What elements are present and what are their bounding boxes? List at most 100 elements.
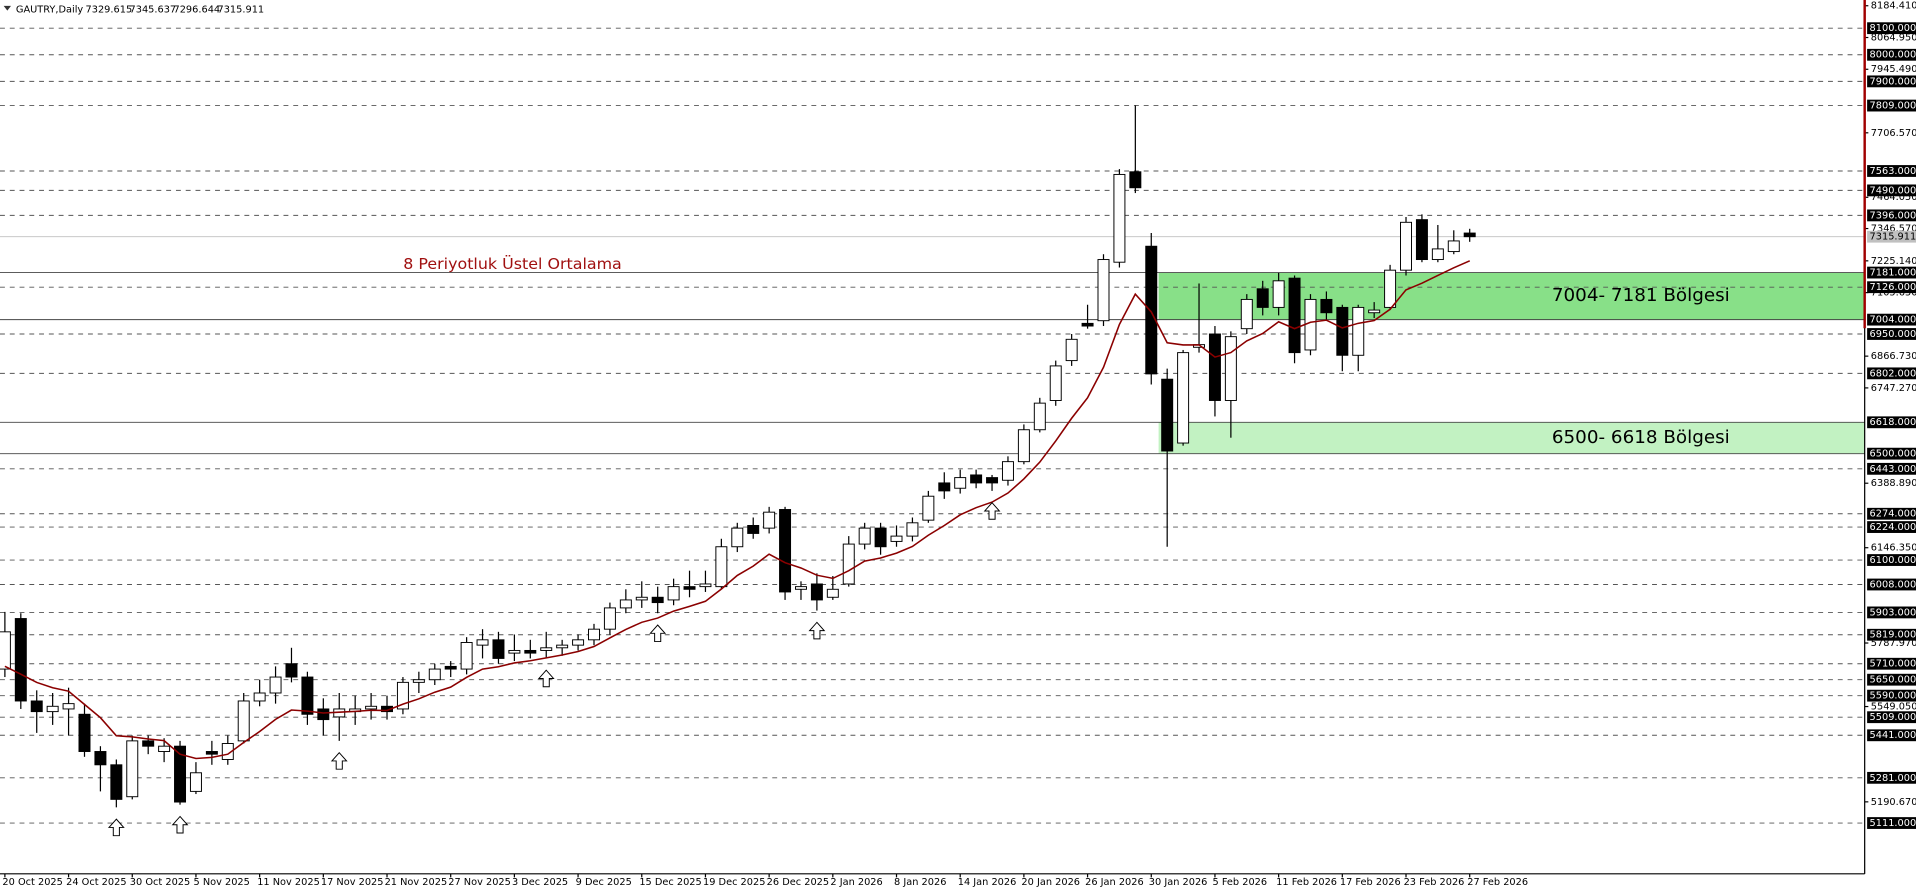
level-label-bg — [1867, 606, 1916, 619]
candle-body — [635, 596, 648, 601]
y-tick-label: 8064.950 — [1871, 33, 1916, 44]
x-tick-label: 30 Jan 2026 — [1149, 877, 1208, 888]
level-label: 5441.000 — [1870, 730, 1916, 741]
candle-body — [0, 631, 11, 670]
candle-body — [205, 751, 218, 755]
candle-body — [1272, 280, 1285, 308]
candle-body — [30, 700, 43, 713]
ohlc-high: 7345.637 — [130, 5, 177, 16]
level-label: 6443.000 — [1870, 464, 1916, 475]
candle-body — [842, 543, 855, 585]
candle-body — [1415, 219, 1428, 261]
level-label-bg — [1867, 367, 1916, 380]
level-label: 6274.000 — [1870, 509, 1916, 520]
candle-body — [460, 642, 473, 670]
level-label-bg — [1867, 578, 1916, 591]
current-price-bg — [1867, 230, 1916, 243]
candle-body — [1001, 461, 1014, 481]
x-tick-label: 15 Dec 2025 — [639, 877, 701, 888]
candle-body — [683, 586, 696, 590]
level-label: 5819.000 — [1870, 630, 1916, 641]
level-label: 5650.000 — [1870, 675, 1916, 686]
arrow-icon — [808, 621, 826, 640]
x-tick-label: 20 Jan 2026 — [1021, 877, 1080, 888]
candle-body — [1017, 429, 1030, 463]
candle-body — [1113, 173, 1126, 263]
level-label-bg — [1867, 99, 1916, 112]
candle-body — [954, 477, 967, 489]
level-label-bg — [1867, 447, 1916, 460]
candle-body — [221, 743, 234, 760]
candle-body — [492, 639, 505, 659]
candle-body — [1368, 309, 1381, 314]
candle-body — [619, 599, 632, 609]
candle-body — [444, 665, 457, 670]
level-label: 5509.000 — [1870, 712, 1916, 723]
level-label: 7809.000 — [1870, 101, 1916, 112]
level-label: 7004.000 — [1870, 315, 1916, 326]
level-label-bg — [1867, 521, 1916, 533]
candle-body — [1129, 171, 1142, 189]
candle-body — [189, 772, 202, 792]
candle-body — [699, 583, 712, 588]
x-tick-label: 2 Jan 2026 — [830, 877, 882, 888]
candle-body — [826, 588, 839, 598]
arrow-icon — [330, 751, 348, 770]
candle-body — [1065, 338, 1078, 362]
level-label: 7900.000 — [1870, 76, 1916, 87]
candle-body — [1384, 269, 1397, 308]
ohlc-open: 7329.615 — [86, 5, 133, 16]
candle-body — [906, 522, 919, 537]
zone-label: 6500- 6618 Bölgesi — [1552, 427, 1730, 448]
candle-body — [938, 482, 951, 492]
x-tick-label: 23 Feb 2026 — [1404, 877, 1465, 888]
candle-body — [1033, 402, 1046, 431]
candle-body — [1224, 336, 1237, 401]
candle-body — [237, 700, 250, 742]
ema-annotation: 8 Periyotluk Üstel Ortalama — [403, 254, 622, 273]
level-label-bg — [1867, 657, 1916, 670]
arrow-icon — [649, 624, 667, 643]
candle-body — [970, 474, 983, 484]
y-tick-label: 6747.270 — [1871, 383, 1916, 394]
candle-body — [1352, 306, 1365, 356]
y-tick-label: 5549.050 — [1871, 702, 1916, 713]
level-label-bg — [1867, 328, 1916, 340]
level-label-bg — [1867, 313, 1916, 326]
candle-body — [1304, 298, 1317, 351]
y-tick-label: 7945.490 — [1871, 64, 1916, 75]
level-label-bg — [1867, 48, 1916, 61]
y-tick-label: 8184.410 — [1871, 1, 1916, 12]
candle-body — [667, 586, 680, 601]
chart-title: GAUTRY,Daily — [16, 5, 84, 16]
candle-body — [603, 607, 616, 630]
candle-body — [62, 703, 75, 710]
level-label-bg — [1867, 209, 1916, 222]
candle-body — [46, 705, 59, 713]
ema-line — [4, 260, 1471, 760]
candle-body — [126, 740, 139, 798]
arrow-icon — [107, 818, 125, 837]
level-label: 5111.000 — [1870, 818, 1916, 829]
candle-body — [588, 628, 600, 641]
candle-body — [524, 649, 537, 654]
y-tick-label: 6388.890 — [1871, 478, 1916, 489]
x-tick-label: 3 Dec 2025 — [512, 877, 568, 888]
level-label: 7396.000 — [1870, 210, 1916, 221]
level-label: 7563.000 — [1870, 166, 1916, 177]
level-label-bg — [1867, 462, 1916, 475]
candle-body — [1447, 240, 1460, 253]
candle-body — [1097, 259, 1110, 322]
level-label-bg — [1867, 817, 1916, 829]
level-label-bg — [1867, 266, 1916, 279]
x-tick-label: 26 Dec 2025 — [767, 877, 829, 888]
level-label-bg — [1867, 554, 1916, 566]
level-label-bg — [1867, 416, 1916, 429]
y-tick-label: 6866.730 — [1871, 351, 1916, 362]
level-label: 6224.000 — [1870, 522, 1916, 533]
candle-body — [874, 527, 887, 548]
candle-body — [1240, 298, 1253, 330]
x-tick-label: 11 Nov 2025 — [257, 877, 320, 888]
x-tick-label: 5 Feb 2026 — [1213, 877, 1268, 888]
candle-body — [986, 477, 999, 484]
